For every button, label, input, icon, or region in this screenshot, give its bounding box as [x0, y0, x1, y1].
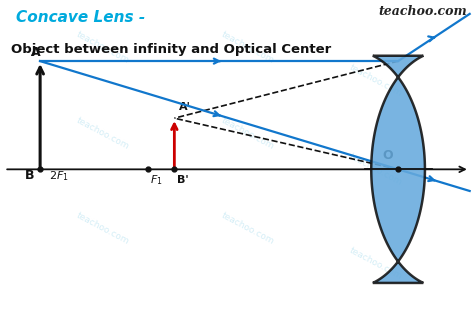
Text: teachoo.com: teachoo.com	[348, 152, 404, 187]
Text: $F_1$: $F_1$	[150, 173, 163, 187]
Text: $2F_1$: $2F_1$	[49, 169, 69, 183]
Text: teachoo.com: teachoo.com	[75, 30, 131, 65]
Text: Concave Lens -: Concave Lens -	[16, 10, 145, 25]
Text: teachoo.com: teachoo.com	[220, 211, 276, 246]
Text: B: B	[25, 169, 34, 182]
Text: A: A	[31, 46, 41, 59]
Text: teachoo.com: teachoo.com	[75, 116, 131, 152]
Text: Object between infinity and Optical Center: Object between infinity and Optical Cent…	[11, 43, 331, 56]
Text: teachoo.com: teachoo.com	[348, 63, 404, 99]
Text: teachoo.com: teachoo.com	[348, 246, 404, 281]
Text: A': A'	[179, 102, 191, 112]
Text: teachoo.com: teachoo.com	[220, 116, 276, 152]
Text: teachoo.com: teachoo.com	[378, 5, 467, 18]
Text: teachoo.com: teachoo.com	[220, 30, 276, 65]
Text: teachoo.com: teachoo.com	[75, 211, 131, 246]
Polygon shape	[371, 56, 425, 283]
Text: B': B'	[177, 175, 188, 185]
Text: O: O	[383, 150, 393, 162]
